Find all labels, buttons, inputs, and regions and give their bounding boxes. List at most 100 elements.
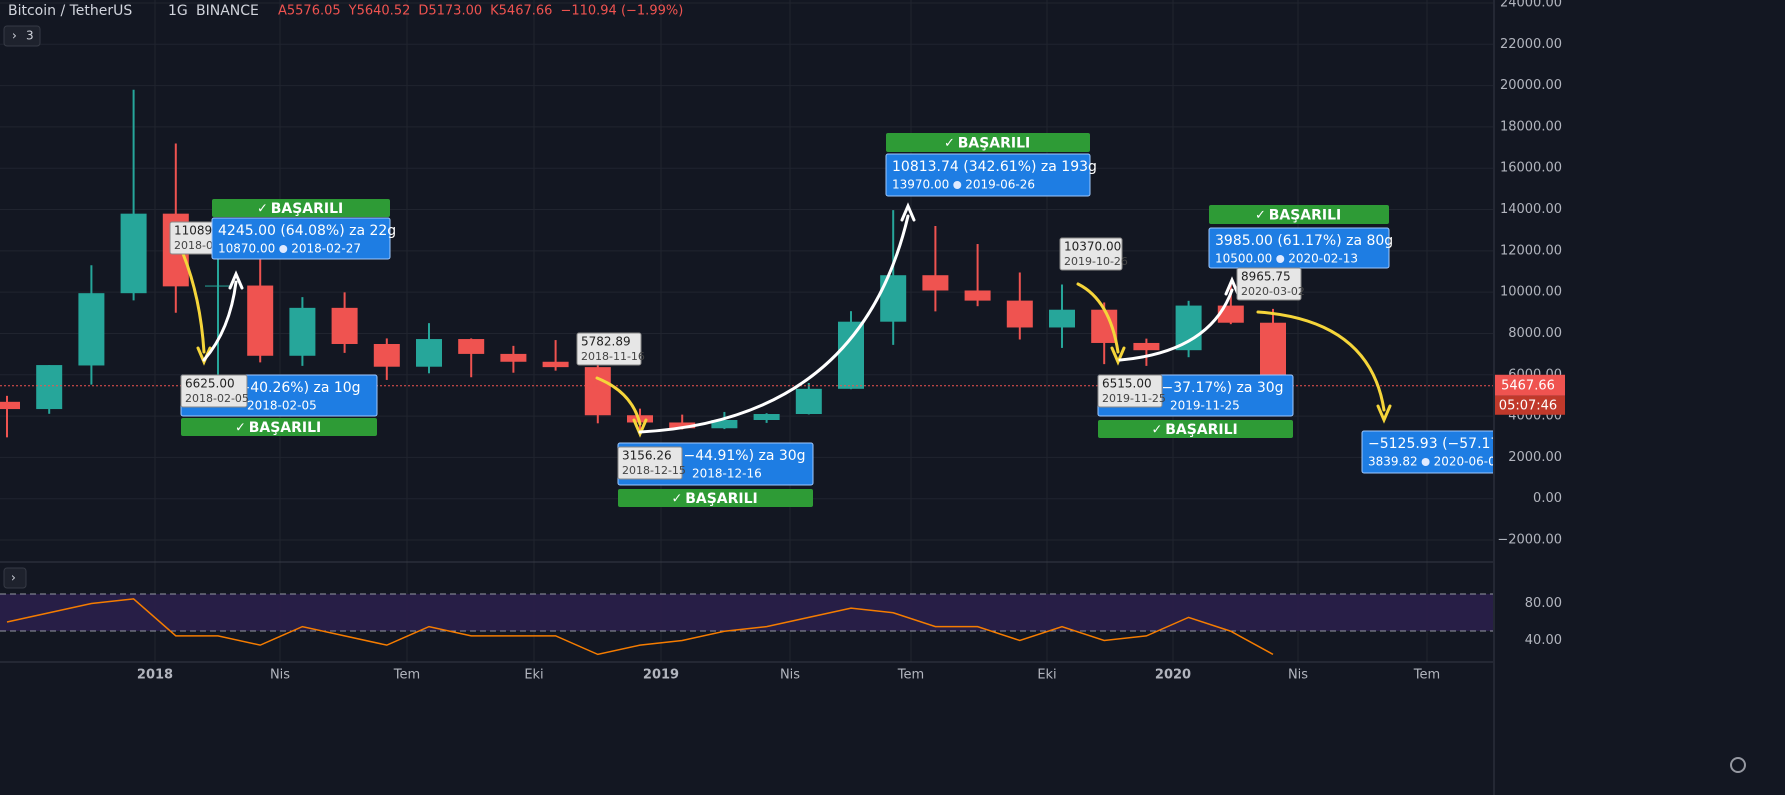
trade-box <box>885 153 1091 197</box>
ohlc-value: A5576.05 <box>278 4 341 19</box>
status-badge <box>618 489 813 507</box>
x-tick-label: 2018 <box>137 668 173 683</box>
y-tick-label: 18000.00 <box>1500 119 1562 134</box>
status-badge <box>212 199 390 217</box>
status-check: ✓ <box>672 492 683 507</box>
clock-icon <box>953 181 962 189</box>
price-label-date: 2018-01 <box>174 239 220 252</box>
clock-icon <box>279 245 288 253</box>
settings-icon[interactable] <box>1730 757 1746 773</box>
trade-target: 10500.00 <box>1215 252 1272 266</box>
status-check: ✓ <box>257 202 268 217</box>
candle-body <box>36 365 63 410</box>
trade-result: (−40.26%) za 10g <box>233 380 361 396</box>
y-tick-label: 0.00 <box>1533 491 1562 506</box>
x-tick-label: Nis <box>1288 668 1308 683</box>
price-label <box>617 446 683 480</box>
y-tick-label: 16000.00 <box>1500 161 1562 176</box>
trade-date: 2020-02-13 <box>1288 252 1358 266</box>
status-check: ✓ <box>235 421 246 436</box>
ohlc-value: Y5640.52 <box>348 4 411 19</box>
rsi-band <box>0 594 1493 631</box>
ohlc-value: K5467.66 <box>490 4 552 19</box>
x-tick-label: Eki <box>524 668 543 683</box>
last-price-tag <box>1495 374 1565 396</box>
trade-date: 2019-06-26 <box>965 178 1035 192</box>
candle-body <box>1217 305 1244 323</box>
trade-date: 2020-06-03 <box>1434 455 1504 469</box>
candle-body <box>205 285 231 287</box>
price-label <box>1059 237 1123 271</box>
candle-body <box>711 420 738 429</box>
y-tick-label: 14000.00 <box>1500 202 1562 217</box>
countdown: 05:07:46 <box>1499 398 1557 413</box>
candle-body <box>922 275 949 291</box>
price-label <box>1236 267 1302 301</box>
candle-body <box>1049 309 1075 328</box>
trade-result: −5125.93 (−57.17% <box>1368 436 1513 452</box>
x-tick-label: Nis <box>780 668 800 683</box>
candle-body <box>1006 300 1033 328</box>
chevron: › <box>12 29 17 43</box>
trade-result: (−44.91%) za 30g <box>678 448 806 464</box>
y-tick-label: 24000.00 <box>1500 0 1562 11</box>
candle-body <box>753 414 780 421</box>
ohlc-value: −110.94 (−1.99%) <box>560 4 683 19</box>
exchange: BINANCE <box>196 3 259 19</box>
x-tick-label: 2019 <box>643 668 679 683</box>
rsi-line <box>6 598 1274 656</box>
candle-body <box>78 293 105 366</box>
price-label-price: 6625.00 <box>185 377 235 391</box>
clock-icon <box>1276 255 1285 263</box>
candle-body <box>542 361 569 368</box>
status-text: BAŞARILI <box>685 491 758 507</box>
ohlc-value: D5173.00 <box>418 4 482 19</box>
candle-body <box>458 339 485 354</box>
trade-date: 2018-02-05 <box>247 399 317 413</box>
y-tick-label: 22000.00 <box>1500 37 1562 52</box>
ohlc: A5576.05 Y5640.52 D5173.00 K5467.66 −110.94 … <box>278 4 683 19</box>
y-tick-label: 12000.00 <box>1500 243 1562 258</box>
indicators-toggle[interactable] <box>3 25 41 47</box>
rsi-toggle[interactable] <box>3 567 27 589</box>
y-tick-label: 8000.00 <box>1508 326 1562 341</box>
axes: 24000.00 22000.00 20000.00 18000.00 16000.00… <box>137 0 1565 683</box>
price-label <box>1097 374 1163 408</box>
trade-result: 4245.00 (64.08%) za 22g <box>218 223 396 239</box>
trade-target: 13970.00 <box>892 178 949 192</box>
candle-body <box>247 285 274 356</box>
y-tick-label: 2000.00 <box>1508 450 1562 465</box>
status-badge <box>1209 205 1389 224</box>
indicators-count: 3 <box>26 29 34 43</box>
y-tick-label: 20000.00 <box>1500 78 1562 93</box>
price-label-price: 5782.89 <box>581 335 631 349</box>
y-tick-label: 10000.00 <box>1500 285 1562 300</box>
status-badge <box>1098 420 1293 438</box>
clock-icon <box>1421 458 1430 466</box>
trade-target: 3839.82 <box>1368 455 1418 469</box>
candle-body <box>120 213 147 294</box>
trade-result: 10813.74 (342.61%) za 193g <box>892 159 1097 175</box>
candle-body <box>964 290 991 301</box>
trade-date: 2018-02-27 <box>291 242 361 256</box>
candle-body <box>1175 305 1202 351</box>
candle-body <box>584 367 611 416</box>
x-tick-label: Tem <box>897 668 924 683</box>
price-label-price: 8965.75 <box>1241 270 1291 284</box>
price-label-price: 11089. <box>174 224 216 238</box>
trade-box <box>211 217 391 260</box>
trade-box <box>1361 430 1493 474</box>
x-tick-label: Eki <box>1037 668 1056 683</box>
candle-body <box>795 388 822 415</box>
y-tick-label: −2000.00 <box>1497 533 1562 548</box>
price-label-price: 6515.00 <box>1102 377 1152 391</box>
price-label-date: 2019-11-25 <box>1102 392 1166 405</box>
candle-body <box>416 339 442 367</box>
trade-result: (−37.17%) za 30g <box>1156 380 1284 396</box>
status-check: ✓ <box>1255 208 1266 223</box>
x-tick-label: Tem <box>1413 668 1440 683</box>
price-label-date: 2019-10-26 <box>1064 255 1128 268</box>
candle-body <box>838 321 864 389</box>
